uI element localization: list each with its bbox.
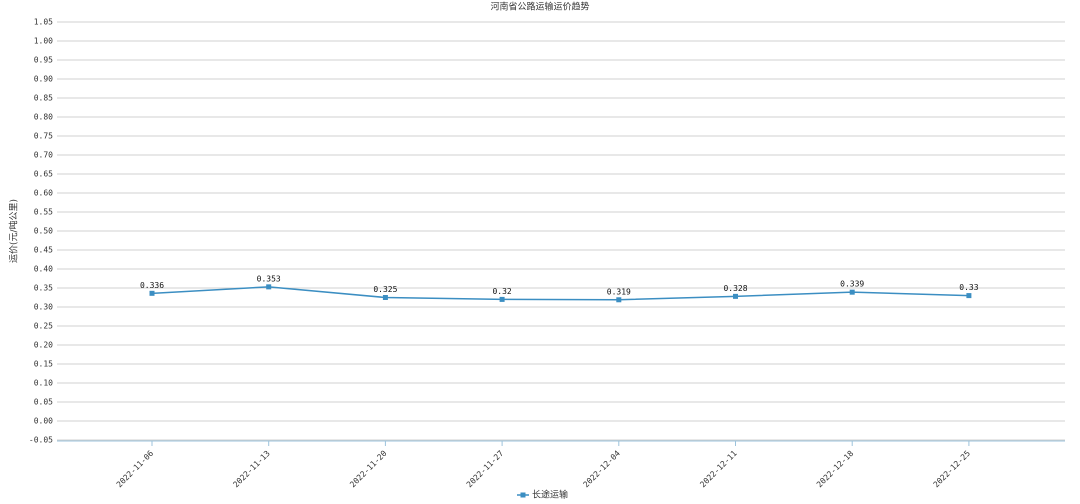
y-tick-label: 0.75 bbox=[34, 132, 53, 141]
point bbox=[849, 289, 855, 295]
y-tick-label: 0.25 bbox=[34, 322, 53, 331]
x-tick-label: 2022-12-04 bbox=[582, 449, 623, 490]
y-tick-label: 0.70 bbox=[34, 151, 53, 160]
y-tick-label: 0.60 bbox=[34, 189, 53, 198]
x-tick-label: 2022-12-25 bbox=[932, 449, 973, 490]
y-tick-label: 0.90 bbox=[34, 75, 53, 84]
y-tick-label: 0.40 bbox=[34, 265, 53, 274]
data-label: 0.32 bbox=[492, 287, 511, 296]
y-tick-label: 0.65 bbox=[34, 170, 53, 179]
y-tick-label: 1.00 bbox=[34, 37, 53, 46]
x-tick-label: 2022-12-18 bbox=[815, 449, 856, 490]
chart-title: 河南省公路运输运价趋势 bbox=[490, 1, 589, 13]
point bbox=[382, 295, 388, 300]
x-tick-label: 2022-12-11 bbox=[698, 449, 739, 490]
data-label: 0.353 bbox=[257, 274, 281, 283]
legend-marker bbox=[520, 492, 526, 498]
y-tick-label: 0.55 bbox=[34, 208, 53, 217]
y-tick-label: 0.30 bbox=[34, 303, 53, 312]
y-tick-label: 0.15 bbox=[34, 360, 53, 369]
data-label: 0.319 bbox=[607, 287, 631, 296]
y-tick-label: 0.50 bbox=[34, 227, 53, 236]
data-label: 0.328 bbox=[723, 284, 747, 293]
point bbox=[733, 293, 738, 299]
legend-label: 长途运输 bbox=[532, 489, 568, 501]
y-tick-label: 0.35 bbox=[34, 284, 53, 293]
y-tick-label: 0.85 bbox=[34, 94, 53, 103]
point bbox=[966, 293, 972, 299]
y-tick-label: 0.95 bbox=[34, 56, 53, 65]
y-tick-label: 0.05 bbox=[34, 398, 53, 407]
y-tick-label: 0.10 bbox=[34, 379, 53, 388]
data-label: 0.325 bbox=[373, 285, 397, 294]
point bbox=[499, 296, 505, 302]
x-tick-label: 2022-11-20 bbox=[348, 449, 389, 490]
y-axis-label: 运价(元/吨公里) bbox=[8, 199, 20, 263]
y-tick-label: 0.20 bbox=[34, 341, 53, 350]
x-tick-label: 2022-11-13 bbox=[231, 449, 272, 490]
point bbox=[149, 290, 155, 296]
point bbox=[266, 284, 272, 290]
y-tick-label: 0.00 bbox=[34, 417, 53, 426]
data-label: 0.336 bbox=[140, 281, 164, 290]
y-tick-label: 0.45 bbox=[34, 246, 53, 255]
x-tick-label: 2022-11-27 bbox=[465, 449, 506, 490]
y-tick-label: 0.80 bbox=[34, 113, 53, 122]
x-tick-label: 2022-11-06 bbox=[115, 449, 156, 490]
data-label: 0.33 bbox=[959, 283, 978, 292]
line bbox=[151, 286, 969, 301]
point bbox=[616, 297, 622, 303]
y-tick-label: 1.05 bbox=[34, 18, 53, 27]
data-label: 0.339 bbox=[840, 280, 864, 289]
y-tick-label: -0.05 bbox=[29, 436, 53, 445]
